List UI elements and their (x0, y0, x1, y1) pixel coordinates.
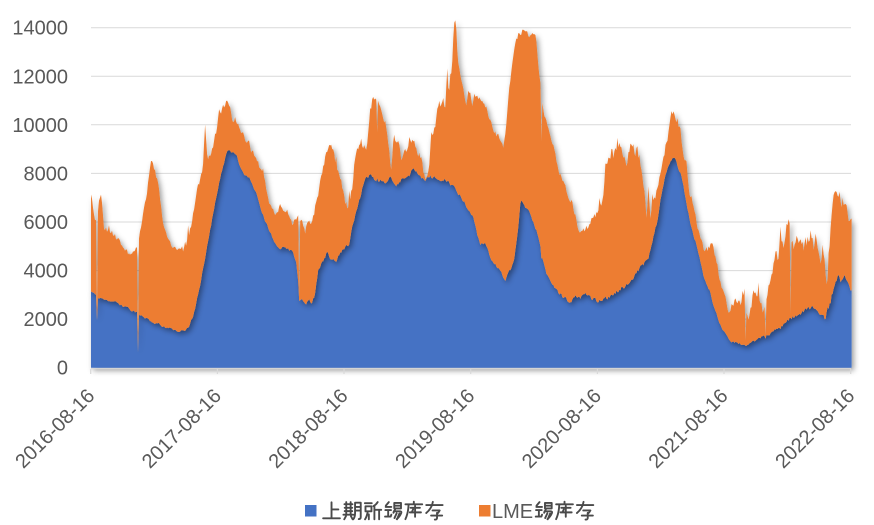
svg-text:2000: 2000 (24, 309, 69, 331)
svg-text:14000: 14000 (12, 18, 68, 40)
svg-text:4000: 4000 (24, 261, 69, 283)
svg-text:10000: 10000 (12, 115, 68, 137)
svg-text:8000: 8000 (24, 163, 69, 185)
svg-text:12000: 12000 (12, 66, 68, 88)
svg-text:LME: LME (492, 501, 533, 523)
svg-text:0: 0 (57, 358, 68, 380)
svg-text:6000: 6000 (24, 212, 69, 234)
